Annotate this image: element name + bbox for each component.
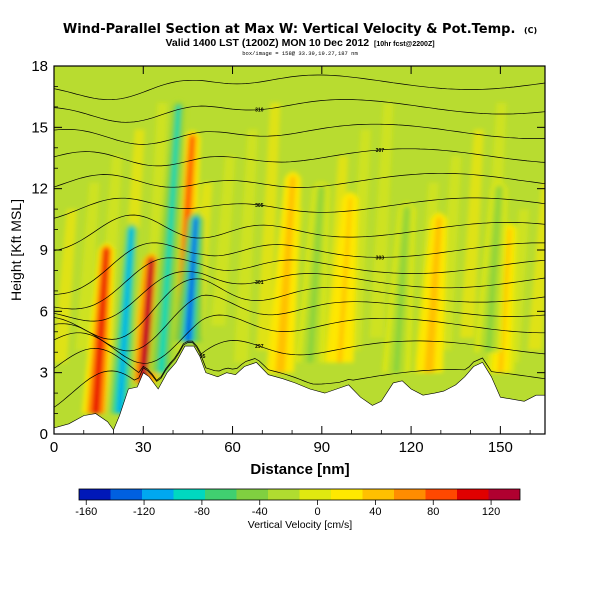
colorbar-tick-label: -160 [75, 506, 97, 518]
theta-contour [54, 242, 545, 295]
theta-contour [54, 340, 545, 381]
theta-contour [54, 342, 545, 408]
theta-contour-label: 297 [255, 344, 264, 350]
colorbar-tick-label: 40 [369, 506, 381, 518]
theta-contour [54, 148, 545, 167]
background-cell [233, 129, 258, 363]
colorbar-tick-label: -120 [133, 506, 155, 518]
theta-contour-label: 301 [255, 280, 264, 286]
theta-contour-label: 307 [376, 148, 385, 154]
colorbar [78, 488, 521, 501]
updraft-3 [277, 177, 295, 373]
background-cell [256, 102, 281, 351]
colorbar-ticks: -160 -120 -80 -40 0 40 80 120 [75, 500, 500, 518]
theta-contour [54, 257, 545, 310]
updraft-4 [337, 197, 352, 363]
theta-contour [54, 314, 545, 364]
background-cell [527, 182, 545, 351]
colorbar-tick-label: 0 [315, 506, 321, 518]
x-tick-label: 90 [313, 439, 330, 456]
y-tick-label: 18 [31, 58, 48, 75]
theta-contour [54, 74, 545, 101]
downdraft-4 [393, 207, 409, 373]
updraft-1 [140, 258, 153, 383]
velocity-field [54, 99, 545, 414]
downdraft-0 [116, 228, 134, 414]
background-cell [369, 102, 394, 338]
chart-subtitle: Valid 1400 LST (1200Z) MON 10 Dec 2012 [… [165, 37, 434, 49]
updraft-0 [93, 248, 108, 414]
downdraft-2 [185, 218, 198, 342]
colorbar-tick-label: 80 [427, 506, 439, 518]
x-tick-label: 150 [488, 439, 513, 456]
background-cell [460, 129, 484, 338]
theta-contour [54, 172, 545, 188]
x-tick-label: 0 [50, 439, 58, 456]
x-tick-label: 60 [224, 439, 241, 456]
downdraft-1 [158, 105, 181, 373]
theta-contour-label: 303 [376, 255, 385, 261]
theta-contour [54, 271, 545, 322]
x-axis-label: Distance [nm] [250, 461, 349, 478]
colorbar-tick-label: -40 [252, 506, 268, 518]
chart-subtitle-detail: box/image = 158@ 33.39,19.27,187 nm [242, 50, 358, 57]
theta-contours: 295 297 301 303 305 307 310 [54, 74, 545, 408]
x-axis: 0 30 60 90 120 150 [50, 66, 531, 456]
terrain-profile [54, 345, 545, 434]
y-tick-label: 0 [40, 426, 48, 443]
x-tick-label: 120 [399, 439, 424, 456]
theta-contour [54, 294, 545, 352]
theta-contour [54, 197, 545, 219]
y-tick-label: 15 [31, 119, 48, 136]
downdraft-5 [485, 187, 501, 353]
y-tick-label: 12 [31, 181, 48, 198]
theta-contour [54, 278, 545, 340]
colorbar-label: Vertical Velocity [cm/s] [248, 519, 353, 531]
colorbar-tick-label: 120 [482, 506, 500, 518]
terrain [54, 345, 545, 434]
theta-contour [54, 99, 545, 123]
theta-contour [54, 123, 545, 145]
x-tick-label: 30 [135, 439, 152, 456]
y-axis: 0 3 6 9 12 15 18 [31, 58, 545, 443]
chart-title: Wind-Parallel Section at Max W: Vertical… [63, 22, 537, 37]
updraft-5 [426, 218, 441, 373]
theta-contour-label: 310 [255, 108, 264, 114]
y-axis-label: Height [Kft MSL] [8, 199, 24, 301]
downdraft-3 [307, 187, 323, 363]
y-tick-label: 3 [40, 365, 48, 382]
y-tick-label: 9 [40, 242, 48, 259]
y-tick-label: 6 [40, 303, 48, 320]
theta-contour [54, 214, 545, 252]
background-cell [211, 155, 236, 326]
colorbar-tick-label: -80 [194, 506, 210, 518]
theta-contour-label: 295 [197, 354, 206, 360]
theta-contour-label: 305 [255, 203, 264, 209]
